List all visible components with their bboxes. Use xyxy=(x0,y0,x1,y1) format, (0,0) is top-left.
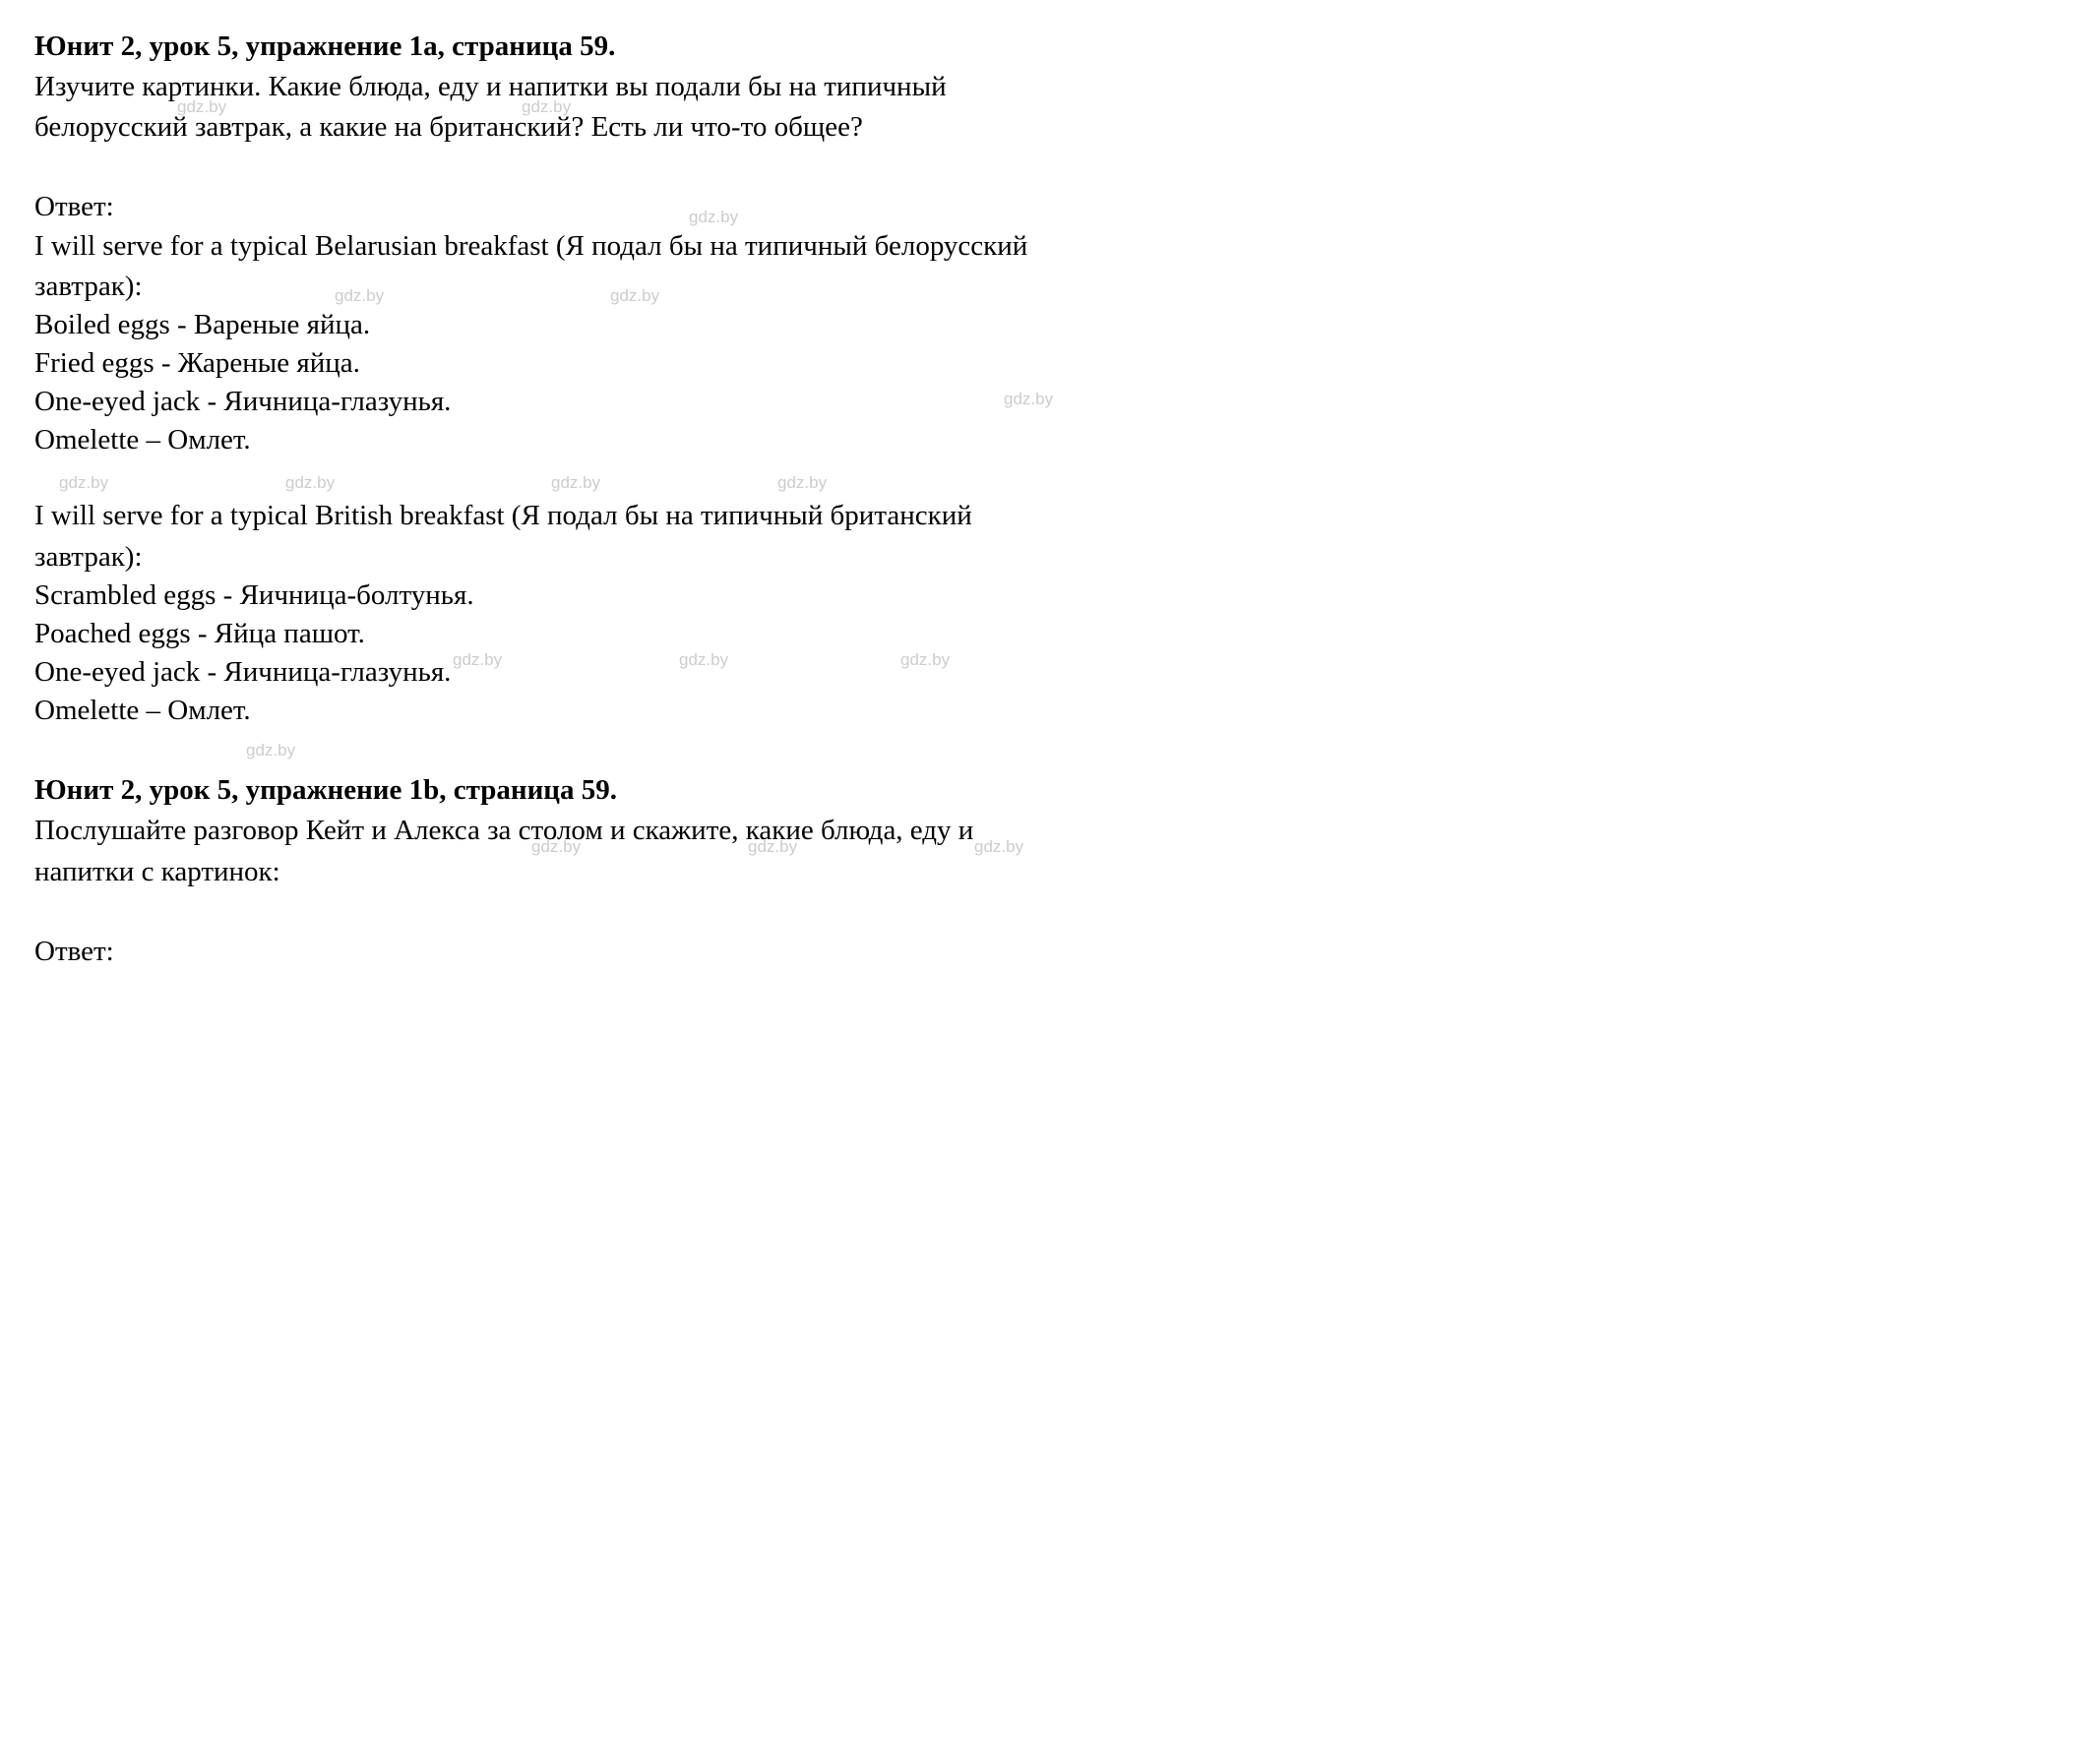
section1-brit-intro2: завтрак): xyxy=(34,538,2066,577)
section1-bel-item-0: Boiled eggs - Вареные яйца. xyxy=(34,306,2066,344)
section1-brit-item-2: One-eyed jack - Яичница-глазунья. xyxy=(34,653,2066,692)
section1-brit-item-0: Scrambled eggs - Яичница-болтунья. xyxy=(34,577,2066,615)
section1-bel-intro: I will serve for a typical Belarusian br… xyxy=(34,227,2066,266)
section2-intro-line2: напитки с картинок: xyxy=(34,853,2066,891)
section1-bel-item-1: Fried eggs - Жареные яйца. xyxy=(34,344,2066,383)
section1-answer-label: Ответ: xyxy=(34,188,2066,226)
section1-brit-intro: I will serve for a typical British break… xyxy=(34,497,2066,535)
section2-heading: Юнит 2, урок 5, упражнение 1b, страница … xyxy=(34,771,2066,810)
section1-bel-item-3: Omelette – Омлет. xyxy=(34,421,2066,459)
section1-heading: Юнит 2, урок 5, упражнение 1a, страница … xyxy=(34,28,2066,66)
section2-intro-line1: Послушайте разговор Кейт и Алекса за сто… xyxy=(34,812,2066,850)
section1-brit-item-3: Omelette – Омлет. xyxy=(34,692,2066,730)
section1-intro-line2: белорусский завтрак, а какие на британск… xyxy=(34,108,2066,147)
section1-intro-line1: Изучите картинки. Какие блюда, еду и нап… xyxy=(34,68,2066,106)
section2-answer-label: Ответ: xyxy=(34,933,2066,971)
section1-bel-intro2: завтрак): xyxy=(34,268,2066,306)
section1-brit-item-1: Poached eggs - Яйца пашот. xyxy=(34,615,2066,653)
section1-bel-item-2: One-eyed jack - Яичница-глазунья. xyxy=(34,383,2066,421)
